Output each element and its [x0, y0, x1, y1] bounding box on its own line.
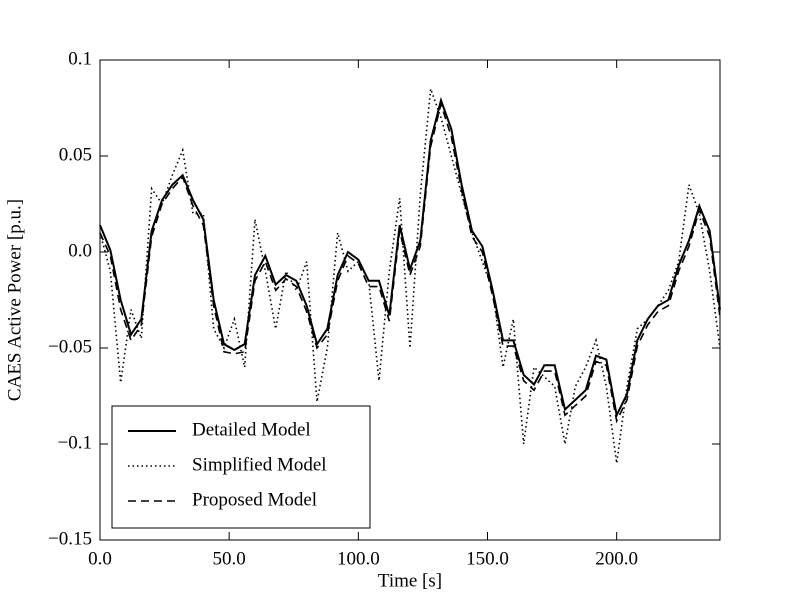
- y-axis-label: CAES Active Power [p.u.]: [4, 199, 25, 401]
- y-tick-label: 0.05: [59, 144, 92, 165]
- y-tick-label: 0.0: [68, 240, 92, 261]
- legend-label: Simplified Model: [192, 454, 327, 475]
- x-tick-label: 0.0: [88, 548, 112, 569]
- x-axis-label: Time [s]: [378, 570, 442, 591]
- x-tick-label: 100.0: [337, 548, 380, 569]
- plot-frame: [99, 59, 721, 541]
- x-tick-label: 200.0: [595, 548, 638, 569]
- series-line: [99, 96, 721, 419]
- legend-label: Detailed Model: [192, 419, 311, 440]
- x-tick-label: 50.0: [213, 548, 246, 569]
- legend-label: Proposed Model: [192, 489, 317, 510]
- y-tick-label: −0.05: [48, 336, 92, 357]
- series-line: [99, 101, 721, 424]
- y-tick-label: −0.15: [48, 528, 92, 549]
- y-tick-label: 0.1: [68, 48, 92, 69]
- x-tick-label: 150.0: [466, 548, 509, 569]
- y-tick-label: −0.1: [58, 432, 92, 453]
- legend-box: [111, 405, 371, 529]
